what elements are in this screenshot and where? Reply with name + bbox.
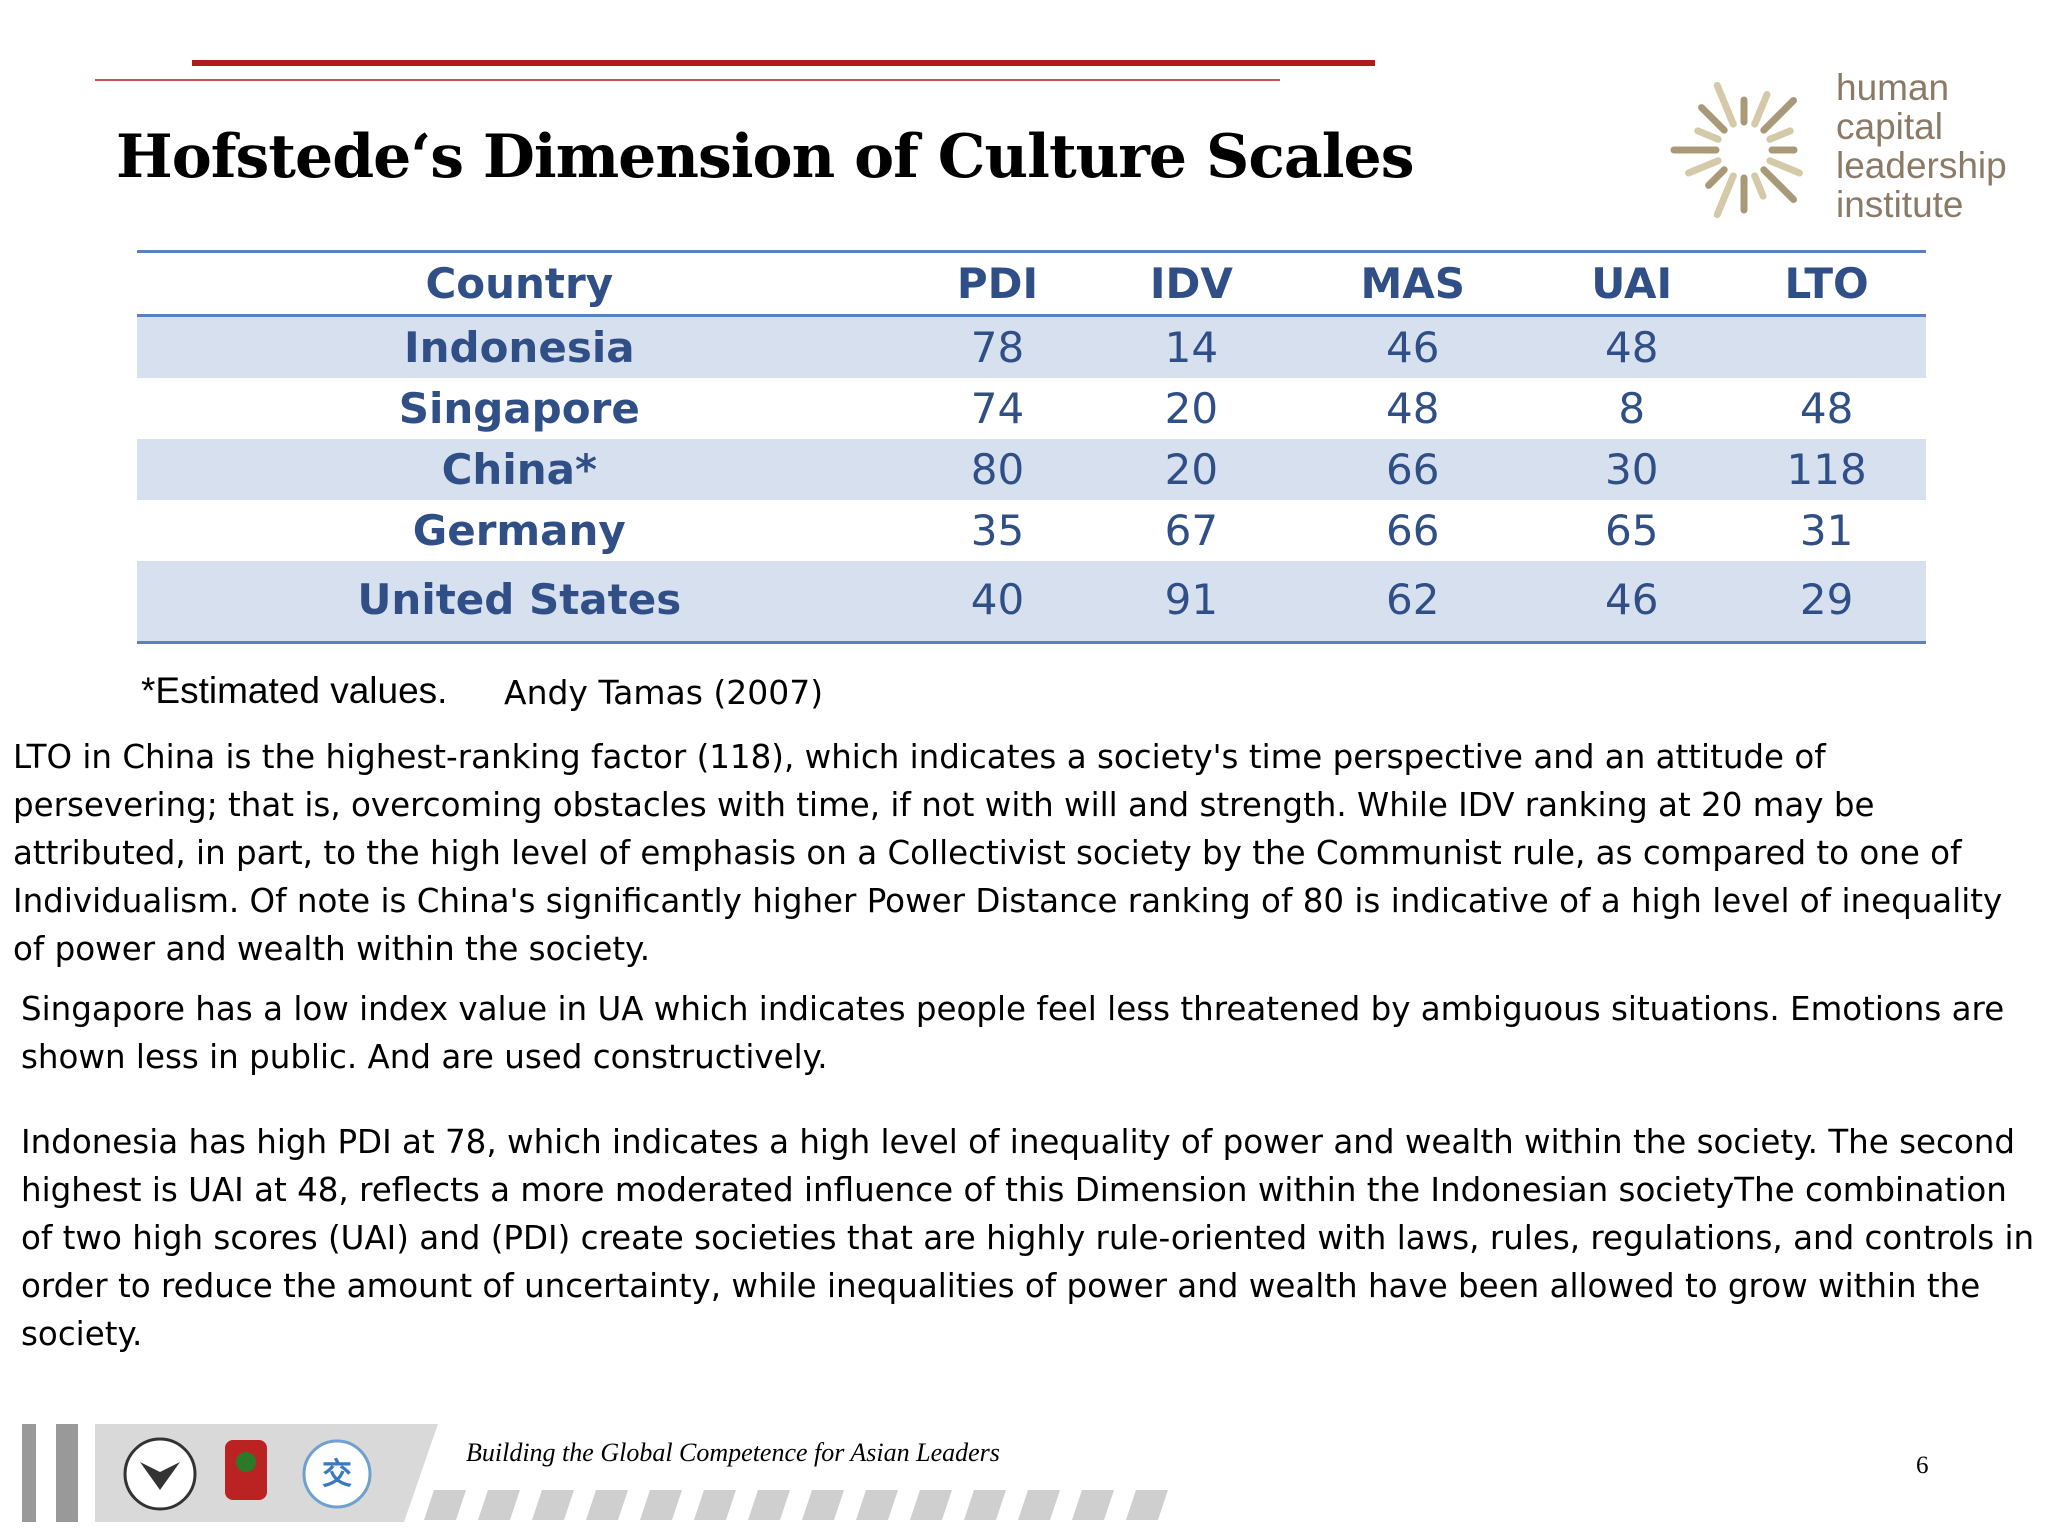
value-cell: 35	[970, 506, 1025, 555]
table-body: Indonesia 78 14 46 48 Singapore 74 20 48 8 48 China…	[137, 315, 1926, 643]
logo-line: leadership	[1836, 145, 2007, 186]
stripe	[964, 1490, 1006, 1520]
paragraph: Singapore has a low index value in UA wh…	[21, 990, 2005, 1076]
value-cell: 8	[1618, 384, 1646, 433]
title: Hofstede‘s Dimension of Culture Scales	[116, 122, 1414, 192]
logo-text: human capital leadership institute	[1836, 68, 2007, 224]
value-cell: 31	[1799, 506, 1854, 555]
value-cell: 14	[1164, 323, 1219, 372]
header-row: Country PDI IDV MAS UAI LTO	[137, 251, 1926, 316]
value-cell: 78	[970, 323, 1025, 372]
country-cell: Singapore	[398, 384, 640, 433]
value-cell: 80	[970, 445, 1025, 494]
value-cell: 62	[1386, 574, 1440, 624]
value-cell: 118	[1786, 445, 1867, 494]
stripe	[910, 1490, 952, 1520]
value-cell: 20	[1164, 445, 1219, 494]
paragraph: Indonesia has high PDI at 78, which indi…	[21, 1123, 2035, 1353]
stripe	[748, 1490, 790, 1520]
value-cell: 46	[1604, 574, 1659, 624]
stripe	[1018, 1490, 1060, 1520]
value-cell: 30	[1604, 445, 1659, 494]
stripe	[802, 1490, 844, 1520]
stripe	[640, 1490, 682, 1520]
page-number: 6	[1916, 1452, 1929, 1479]
svg-text:交: 交	[322, 1457, 352, 1492]
value-cell: 29	[1799, 574, 1854, 624]
stripe	[1126, 1490, 1168, 1520]
value-cell: 67	[1164, 506, 1219, 555]
country-cell: Indonesia	[403, 323, 635, 372]
stripe	[424, 1490, 466, 1520]
footer-stripes	[424, 1490, 1168, 1520]
column-header: UAI	[1591, 259, 1673, 308]
footer-band: 交	[22, 1424, 438, 1522]
country-cell: Germany	[412, 506, 626, 555]
column-header: Country	[425, 259, 614, 308]
country-cell: United States	[357, 574, 682, 624]
table-row: Singapore 74 20 48 8 48	[137, 378, 1926, 439]
paragraph: LTO in China is the highest-ranking fact…	[13, 738, 2003, 968]
stripe	[694, 1490, 736, 1520]
value-cell: 48	[1386, 384, 1440, 433]
stripe	[586, 1490, 628, 1520]
value-cell: 48	[1799, 384, 1854, 433]
logo-line: human	[1836, 67, 1950, 108]
table-row: China* 80 20 66 30 118	[137, 439, 1926, 500]
value-cell: 46	[1386, 323, 1440, 372]
ray	[1760, 166, 1797, 203]
column-header: LTO	[1784, 259, 1869, 308]
data-table: Country PDI IDV MAS UAI LTO Indonesia 78 14 46 48…	[137, 250, 1926, 644]
logo-line: capital	[1836, 106, 1943, 147]
table-row: United States 40 91 62 46 29	[137, 561, 1926, 643]
ray	[1698, 104, 1728, 134]
value-cell: 66	[1386, 445, 1440, 494]
logo-line: institute	[1836, 184, 1964, 225]
column-header: PDI	[956, 259, 1039, 308]
value-cell: 74	[970, 384, 1025, 433]
ray	[1751, 172, 1767, 200]
country-cell: China*	[441, 445, 597, 494]
table-row: Indonesia 78 14 46 48	[137, 315, 1926, 379]
logo-mark	[1670, 81, 1803, 219]
value-cell: 40	[970, 574, 1025, 624]
value-cell: 66	[1386, 506, 1440, 555]
ray	[1766, 127, 1794, 143]
ray	[1766, 157, 1803, 177]
ray	[1705, 166, 1728, 189]
ray	[1713, 81, 1737, 128]
value-cell: 91	[1164, 574, 1219, 624]
value-cell: 65	[1604, 506, 1659, 555]
ray	[1685, 157, 1722, 177]
stripe	[532, 1490, 574, 1520]
ray	[1694, 127, 1722, 143]
column-header: MAS	[1360, 259, 1466, 308]
ray	[1713, 172, 1737, 219]
column-header: IDV	[1149, 259, 1233, 308]
ray	[1760, 97, 1797, 134]
stripe	[856, 1490, 898, 1520]
stripe	[478, 1490, 520, 1520]
stripe	[1072, 1490, 1114, 1520]
citation: Andy Tamas (2007)	[504, 673, 824, 712]
tagline: Building the Global Competence for Asian…	[466, 1438, 1000, 1467]
value-cell: 48	[1604, 323, 1659, 372]
ray	[1751, 91, 1771, 128]
table-row: Germany 35 67 66 65 31	[137, 500, 1926, 561]
value-cell	[1727, 316, 1926, 379]
footnote: *Estimated values.	[141, 670, 448, 711]
value-cell: 20	[1164, 384, 1219, 433]
